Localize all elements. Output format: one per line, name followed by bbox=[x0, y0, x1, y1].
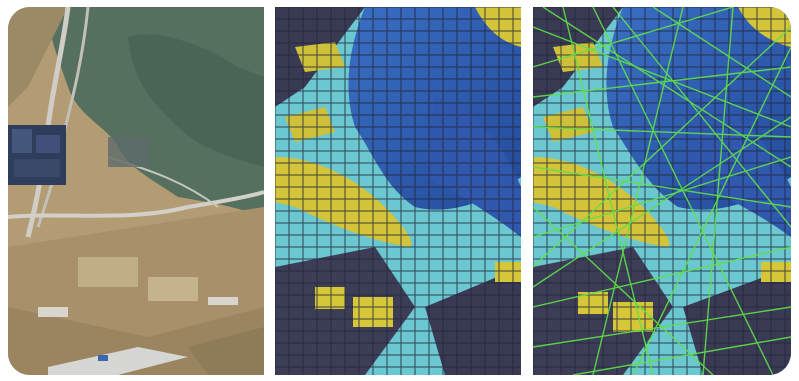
voxel-network-panel bbox=[533, 7, 791, 375]
voxel-grid bbox=[275, 7, 521, 375]
voxel-grid-panel bbox=[275, 7, 521, 375]
aerial-photo-panel bbox=[8, 7, 264, 375]
voxel-network bbox=[533, 7, 791, 375]
aerial-photo bbox=[8, 7, 264, 375]
path-network bbox=[533, 7, 791, 375]
